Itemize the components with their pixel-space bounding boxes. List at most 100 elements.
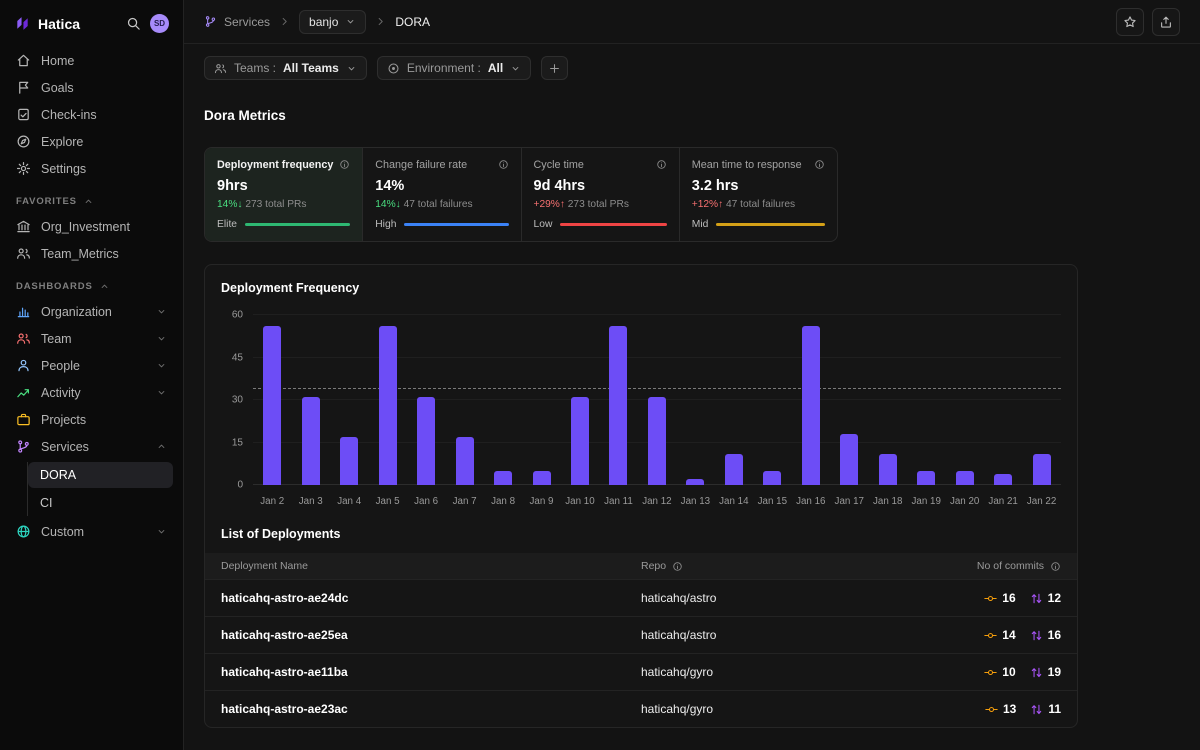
- chart-bar-cell: Jan 3: [291, 315, 329, 507]
- main-area: Services banjo DORA: [184, 0, 1200, 750]
- sidebar-item-projects[interactable]: Projects: [0, 406, 183, 433]
- bar-jan-9: [533, 471, 551, 485]
- sidebar-item-explore[interactable]: Explore: [0, 128, 183, 155]
- bar-jan-7: [456, 437, 474, 485]
- x-tick-label: Jan 14: [719, 485, 748, 507]
- sidebar-item-custom[interactable]: Custom: [0, 518, 183, 545]
- dashboards-label: DASHBOARDS: [16, 281, 93, 292]
- teams-filter[interactable]: Teams : All Teams: [204, 56, 367, 80]
- teams-filter-value: All Teams: [283, 61, 339, 75]
- metric-card-value: 3.2 hrs: [692, 178, 825, 194]
- sidebar-item-activity[interactable]: Activity: [0, 379, 183, 406]
- sidebar-item-team-metrics[interactable]: Team_Metrics: [0, 240, 183, 267]
- sidebar-item-services[interactable]: Services: [0, 433, 183, 460]
- tier-indicator-bar: [245, 223, 350, 226]
- export-icon: [1159, 15, 1173, 29]
- breadcrumb-team-selector[interactable]: banjo: [299, 10, 366, 34]
- commit-icon: [985, 703, 998, 716]
- favorite-button[interactable]: [1116, 8, 1144, 36]
- sidebar-item-label: Goals: [41, 81, 74, 95]
- sidebar-item-goals[interactable]: Goals: [0, 74, 183, 101]
- chevron-down-icon: [156, 387, 167, 398]
- chart-title: Deployment Frequency: [205, 281, 1077, 295]
- checkins-icon: [16, 107, 31, 122]
- app-root: Hatica SD Home Goals Check-insExploreSetti…: [0, 0, 1200, 750]
- info-icon: [814, 159, 825, 170]
- search-icon[interactable]: [126, 16, 141, 31]
- x-tick-label: Jan 19: [911, 485, 940, 507]
- chevron-right-icon: [279, 16, 290, 27]
- pr-count: 19: [1048, 665, 1061, 679]
- branch-icon: [16, 439, 31, 454]
- tier-indicator-bar: [560, 223, 666, 226]
- info-icon: [498, 159, 509, 170]
- avatar[interactable]: SD: [150, 14, 169, 33]
- metric-card-change-failure-rate[interactable]: Change failure rate14%14%↓ 47 total fail…: [363, 148, 521, 241]
- sidebar-item-team[interactable]: Team: [0, 325, 183, 352]
- bar-jan-20: [956, 471, 974, 485]
- sidebar-item-organization[interactable]: Organization: [0, 298, 183, 325]
- chart-bar-cell: Jan 18: [869, 315, 907, 507]
- page-title: Dora Metrics: [204, 108, 1180, 123]
- chart-bar-cell: Jan 19: [907, 315, 945, 507]
- commit-count: 16: [1002, 591, 1015, 605]
- commit-icon: [984, 629, 997, 642]
- sidebar-item-label: Projects: [41, 413, 86, 427]
- sidebar-item-home[interactable]: Home: [0, 47, 183, 74]
- bar-jan-14: [725, 454, 743, 485]
- deployment-row-haticahq-astro-ae23ac[interactable]: haticahq-astro-ae23achaticahq/gyro1311: [205, 690, 1077, 727]
- chevron-down-icon: [510, 63, 521, 74]
- x-tick-label: Jan 18: [873, 485, 902, 507]
- team-icon: [16, 331, 31, 346]
- chevron-up-icon: [99, 281, 110, 292]
- chevron-up-icon: [156, 441, 167, 452]
- metric-card-mean-time-to-response[interactable]: Mean time to response3.2 hrs+12%↑ 47 tot…: [680, 148, 837, 241]
- metric-card-delta: 14%↓: [375, 199, 400, 210]
- deployment-row-haticahq-astro-ae25ea[interactable]: haticahq-astro-ae25eahaticahq/astro1416: [205, 616, 1077, 653]
- commit-count: 13: [1003, 702, 1016, 716]
- bar-jan-18: [879, 454, 897, 485]
- sidebar-item-label: Organization: [41, 305, 112, 319]
- chart-bar-cell: Jan 13: [676, 315, 714, 507]
- activity-icon: [16, 385, 31, 400]
- sidebar: Hatica SD Home Goals Check-insExploreSetti…: [0, 0, 184, 750]
- breadcrumb-services[interactable]: Services: [204, 15, 270, 29]
- deployment-row-haticahq-astro-ae11ba[interactable]: haticahq-astro-ae11bahaticahq/gyro1019: [205, 653, 1077, 690]
- dashboards-section-header[interactable]: DASHBOARDS: [0, 267, 183, 298]
- star-icon: [1123, 15, 1137, 29]
- export-button[interactable]: [1152, 8, 1180, 36]
- sidebar-item-dora[interactable]: DORA: [28, 462, 173, 488]
- sidebar-item-people[interactable]: People: [0, 352, 183, 379]
- bar-jan-6: [417, 397, 435, 485]
- sidebar-item-ci[interactable]: CI: [28, 490, 173, 516]
- sidebar-subitems: DORACI: [27, 462, 173, 516]
- app-logo[interactable]: Hatica: [14, 15, 80, 32]
- sidebar-item-org-investment[interactable]: Org_Investment: [0, 213, 183, 240]
- add-filter-button[interactable]: [541, 56, 568, 80]
- metric-card-value: 14%: [375, 178, 508, 194]
- info-icon[interactable]: [672, 561, 683, 572]
- favorites-section-header[interactable]: FAVORITES: [0, 182, 183, 213]
- sidebar-item-label: Org_Investment: [41, 220, 130, 234]
- metric-card-cycle-time[interactable]: Cycle time9d 4hrs+29%↑ 273 total PRsLow: [522, 148, 680, 241]
- deployment-repo: haticahq/gyro: [641, 665, 911, 679]
- sidebar-item-settings[interactable]: Settings: [0, 155, 183, 182]
- metric-card-subtext: 14%↓ 273 total PRs: [217, 199, 350, 210]
- x-tick-label: Jan 16: [796, 485, 825, 507]
- x-tick-label: Jan 5: [376, 485, 400, 507]
- sidebar-item-label: Activity: [41, 386, 81, 400]
- column-repo: Repo: [641, 560, 911, 572]
- commit-icon: [984, 592, 997, 605]
- metric-card-deployment-frequency[interactable]: Deployment frequency9hrs14%↓ 273 total P…: [205, 148, 363, 241]
- environment-filter[interactable]: Environment : All: [377, 56, 531, 80]
- deployment-row-haticahq-astro-ae24dc[interactable]: haticahq-astro-ae24dchaticahq/astro1612: [205, 579, 1077, 616]
- info-icon[interactable]: [1050, 561, 1061, 572]
- sidebar-item-check-ins[interactable]: Check-ins: [0, 101, 183, 128]
- pr-count: 11: [1048, 702, 1061, 716]
- home-icon: [16, 53, 31, 68]
- tier-indicator-bar: [716, 223, 825, 226]
- breadcrumb-services-label: Services: [224, 15, 270, 29]
- pr-count: 16: [1048, 628, 1061, 642]
- deployments-rows: haticahq-astro-ae24dchaticahq/astro1612h…: [205, 579, 1077, 727]
- chevron-down-icon: [156, 360, 167, 371]
